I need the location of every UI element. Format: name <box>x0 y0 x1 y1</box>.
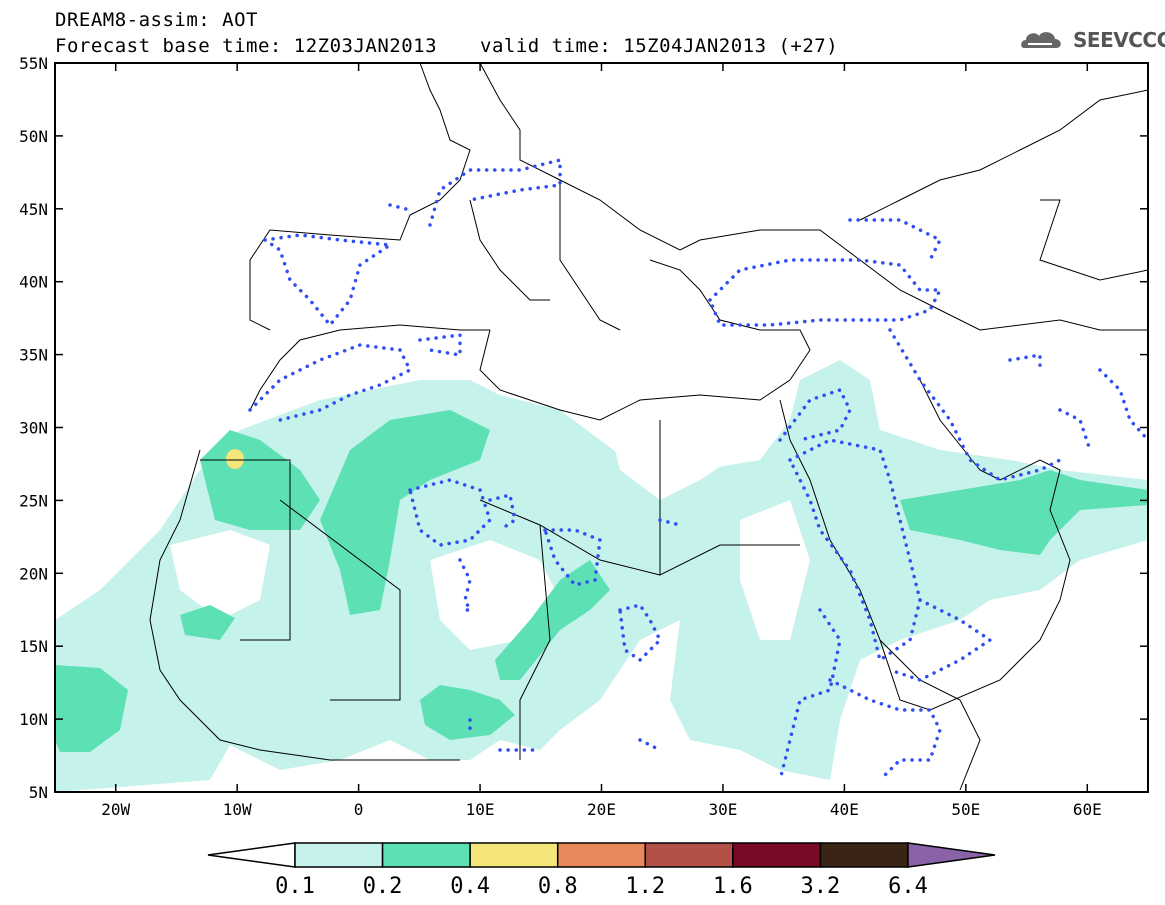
colorbar-label: 1.2 <box>625 874 665 899</box>
colorbar-swatch <box>644 842 734 868</box>
aot-contours-dotted <box>248 157 1148 782</box>
lon-label: 30E <box>708 800 737 819</box>
lat-label: 20N <box>19 564 48 583</box>
lat-label: 50N <box>19 127 48 146</box>
colorbar-label: 0.2 <box>363 874 403 899</box>
aot-field-medium-arabia <box>900 470 1148 555</box>
lon-label: 50E <box>951 800 980 819</box>
lat-label: 25N <box>19 491 48 510</box>
lat-label: 55N <box>19 54 48 73</box>
lat-label: 45N <box>19 200 48 219</box>
colorbar-upper-extension <box>907 842 996 868</box>
product-title: DREAM8-assim: AOT <box>55 9 258 31</box>
aot-field-medium-nigeria <box>420 685 515 740</box>
aot-peak-yellow <box>226 449 244 469</box>
lon-label: 20E <box>587 800 616 819</box>
aot-gap-western-sahara <box>170 530 270 620</box>
colorbar-swatch <box>732 842 822 868</box>
colorbar-label: 0.4 <box>450 874 490 899</box>
colorbar-swatch <box>556 842 647 868</box>
valid-time-label: valid time: 15Z04JAN2013 (+27) <box>480 35 839 57</box>
lat-label: 35N <box>19 346 48 365</box>
colorbar-swatch <box>819 842 909 868</box>
lon-label: 10E <box>466 800 495 819</box>
lat-label: 15N <box>19 637 48 656</box>
aot-field-light-sahara <box>55 360 1148 792</box>
aot-field-medium-mali <box>180 605 235 640</box>
coastlines-borders <box>149 63 1148 791</box>
longitude-axis: 20W 10W 0 10E 20E 30E 40E 50E 60E <box>101 63 1102 819</box>
colorbar-label: 1.6 <box>713 874 753 899</box>
colorbar-label: 6.4 <box>888 874 928 899</box>
colorbar-label: 0.8 <box>538 874 578 899</box>
aot-field-medium-algeria <box>320 410 490 615</box>
seevccc-cloud-logo-icon <box>1021 32 1061 48</box>
colorbar-label: 3.2 <box>801 874 841 899</box>
lon-label: 10W <box>223 800 252 819</box>
lat-label: 30N <box>19 419 48 438</box>
base-time-label: Forecast base time: 12Z03JAN2013 <box>55 35 438 57</box>
colorbar-lower-extension <box>207 842 296 868</box>
lon-label: 40E <box>830 800 859 819</box>
aot-gap-sudan <box>740 500 810 640</box>
lon-label: 20W <box>101 800 130 819</box>
aot-shading <box>55 320 1148 792</box>
aot-gap-iran <box>900 320 1148 440</box>
lon-label: 60E <box>1073 800 1102 819</box>
seevccc-logo-text: SEEVCCC <box>1073 28 1165 52</box>
lat-label: 10N <box>19 710 48 729</box>
colorbar-label: 0.1 <box>275 874 315 899</box>
colorbar-swatch <box>381 842 471 868</box>
colorbar: 0.1 0.2 0.4 0.8 1.2 1.6 3.2 6.4 <box>207 842 996 899</box>
colorbar-swatch <box>469 842 559 868</box>
lon-label: 0 <box>354 800 364 819</box>
lat-label: 5N <box>29 783 48 802</box>
lat-label: 40N <box>19 273 48 292</box>
aot-field-medium-chad <box>495 560 610 680</box>
aot-gap-egypt <box>610 420 760 500</box>
colorbar-swatch <box>294 842 384 868</box>
latitude-axis: 55N 50N 45N 40N 35N 30N 25N 20N 15N 10N 5N <box>19 54 1148 802</box>
aot-field-medium-senegal <box>55 665 128 752</box>
